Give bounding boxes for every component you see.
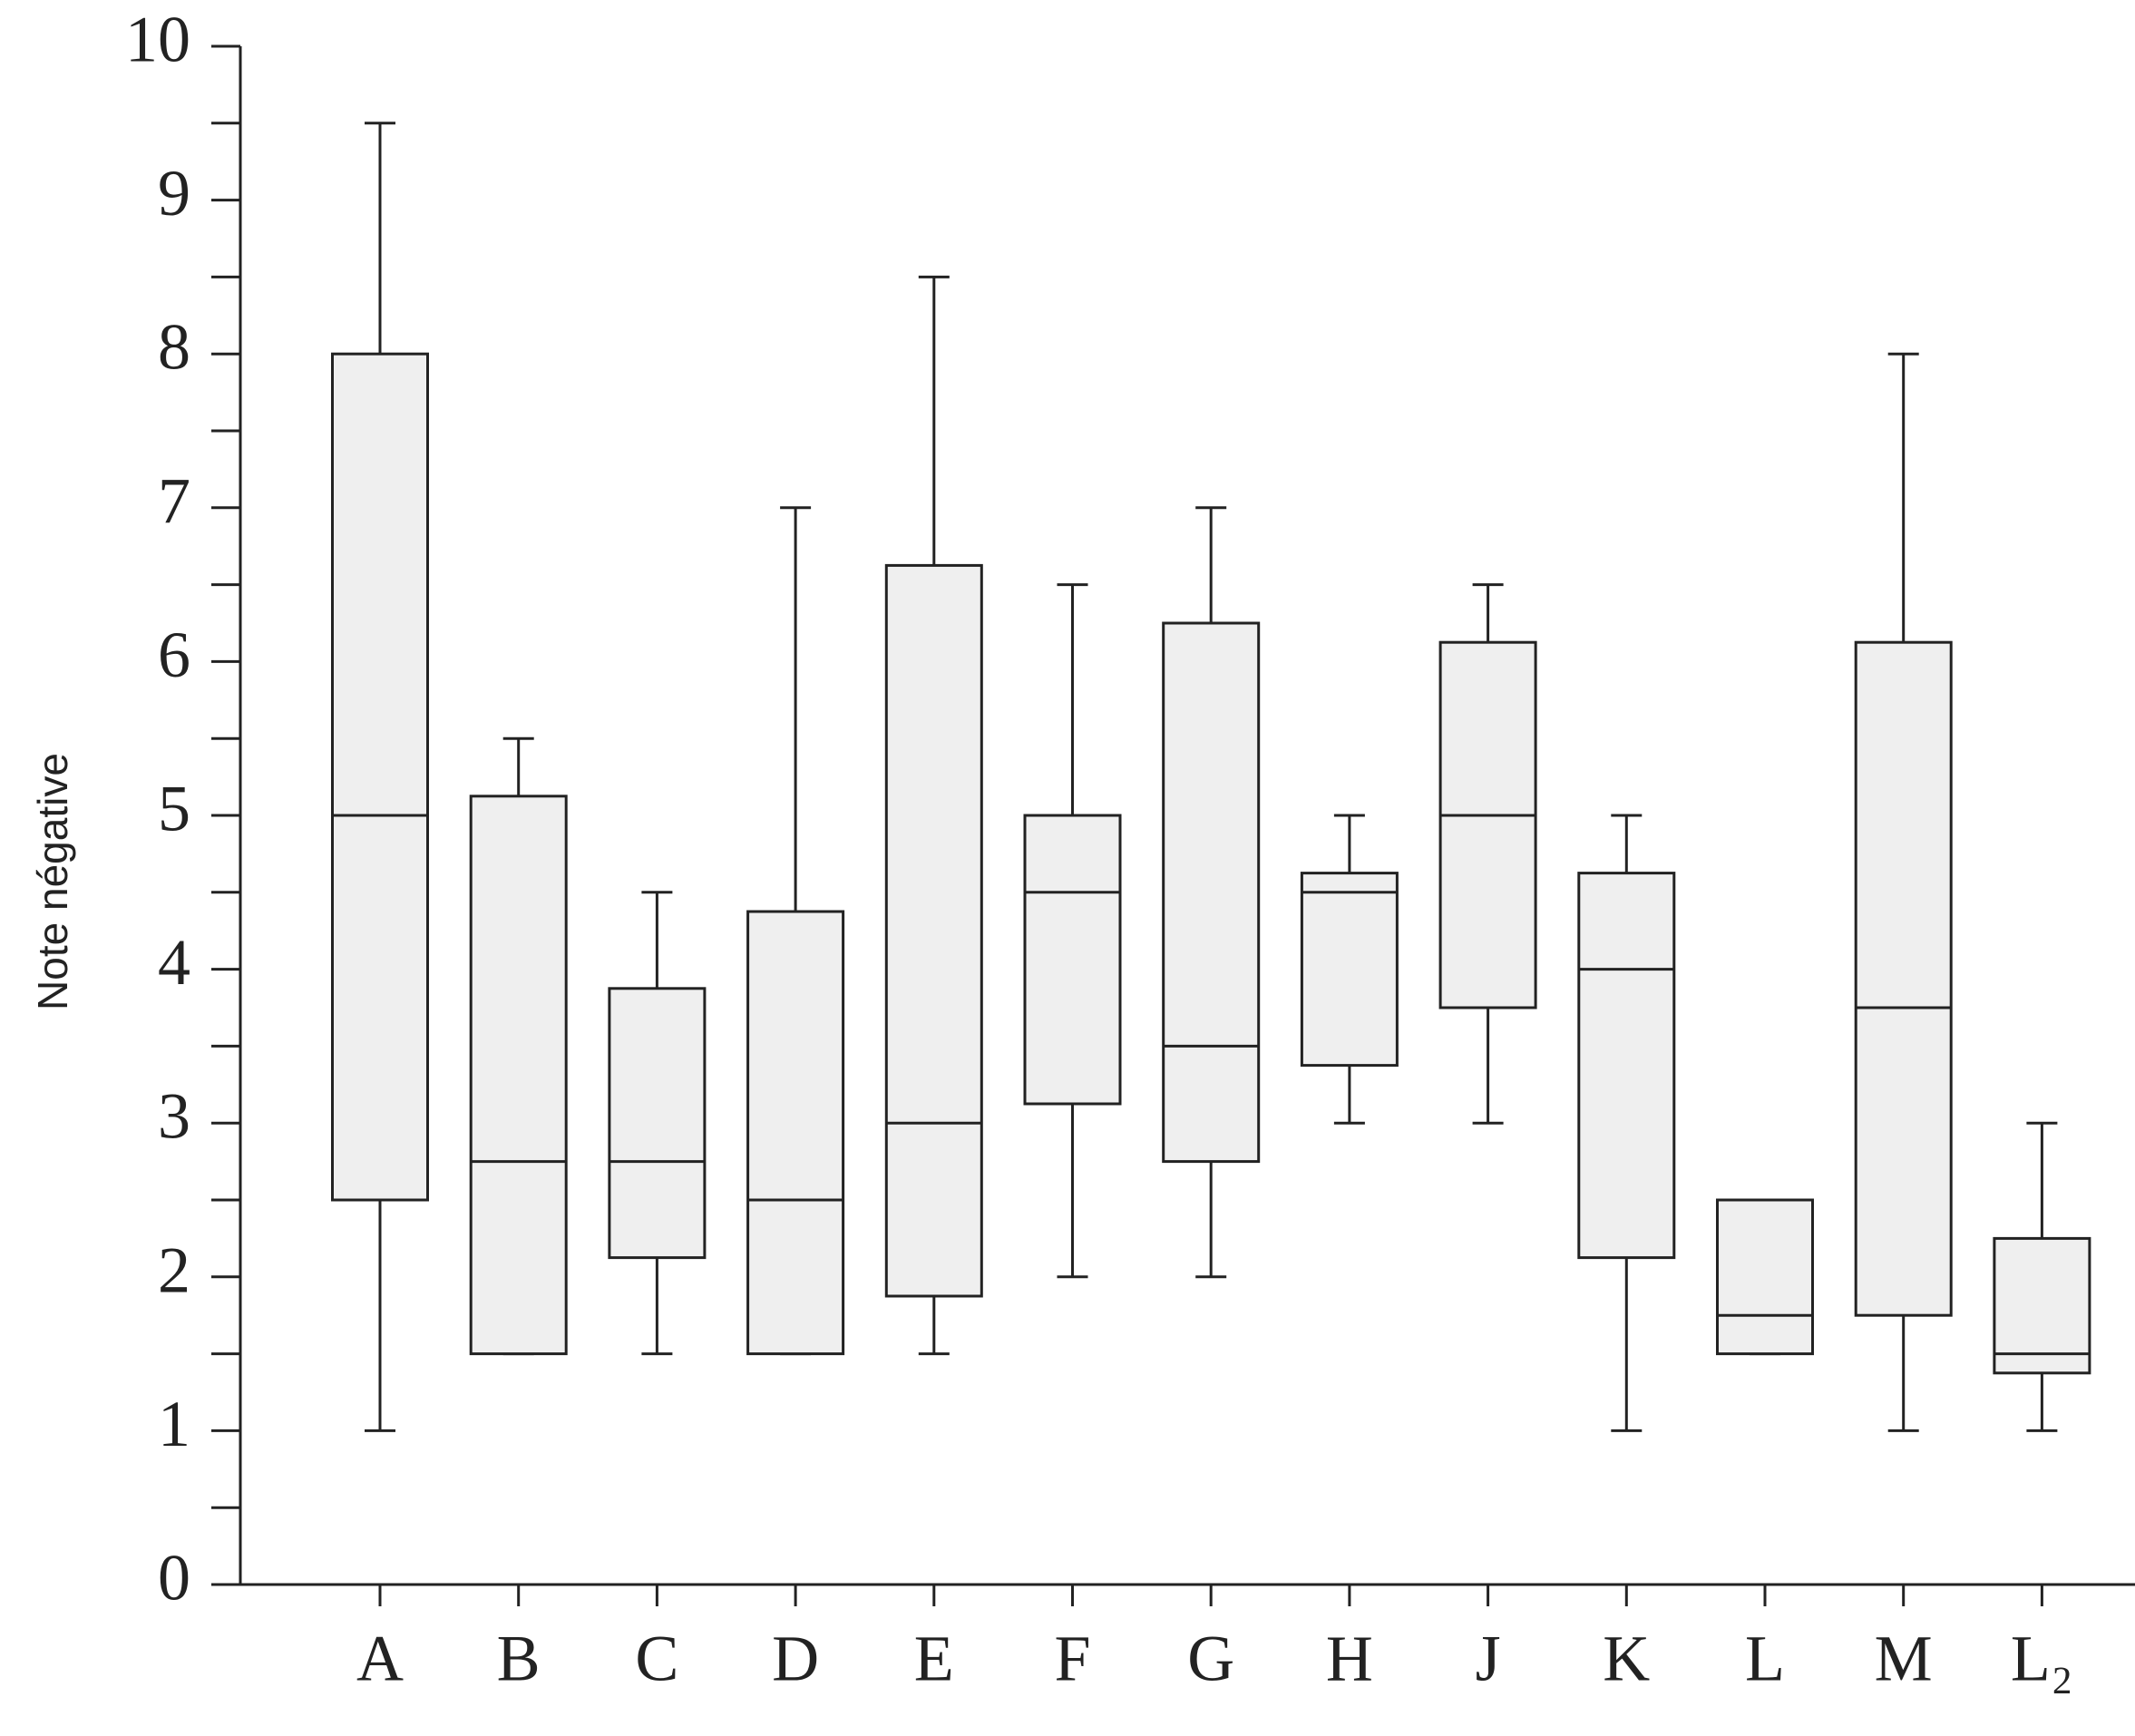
- y-tick-label: 2: [158, 1234, 190, 1306]
- box: [469, 795, 568, 1356]
- x-tick-label: F: [1054, 1623, 1090, 1695]
- box: [331, 352, 429, 1202]
- y-tick-label: 4: [158, 926, 190, 999]
- box: [608, 987, 707, 1260]
- x-tick-label: K: [1603, 1623, 1650, 1695]
- box: [1023, 814, 1122, 1106]
- x-tick-label: D: [772, 1623, 819, 1695]
- box: [1854, 640, 1953, 1317]
- box: [1577, 872, 1676, 1260]
- y-tick-label: 6: [158, 619, 190, 691]
- box: [1162, 621, 1261, 1164]
- y-tick-label: 5: [158, 773, 190, 845]
- x-tick-label: J: [1476, 1623, 1501, 1695]
- box: [746, 910, 845, 1356]
- x-tick-label: H: [1326, 1623, 1373, 1695]
- y-tick-label: 0: [158, 1542, 190, 1614]
- y-tick-label: 8: [158, 311, 190, 384]
- box: [1993, 1236, 2091, 1375]
- x-tick-label: E: [914, 1623, 954, 1695]
- box: [1300, 872, 1399, 1068]
- x-tick-label: C: [635, 1623, 678, 1695]
- x-tick-label: L: [1745, 1623, 1785, 1695]
- x-tick-label: A: [356, 1623, 404, 1695]
- box: [884, 563, 983, 1298]
- x-tick-label: L₂: [2011, 1623, 2073, 1695]
- y-tick-label: 3: [158, 1080, 190, 1153]
- box: [1716, 1198, 1814, 1356]
- x-tick-label: M: [1875, 1623, 1933, 1695]
- x-tick-label: B: [497, 1623, 541, 1695]
- box: [1438, 640, 1537, 1009]
- y-tick-label: 1: [158, 1388, 190, 1460]
- y-tick-label: 10: [125, 4, 190, 76]
- y-tick-label: 7: [158, 464, 190, 537]
- y-axis-label: Note négative: [29, 753, 76, 1010]
- x-tick-label: G: [1187, 1623, 1234, 1695]
- y-tick-label: 9: [158, 157, 190, 229]
